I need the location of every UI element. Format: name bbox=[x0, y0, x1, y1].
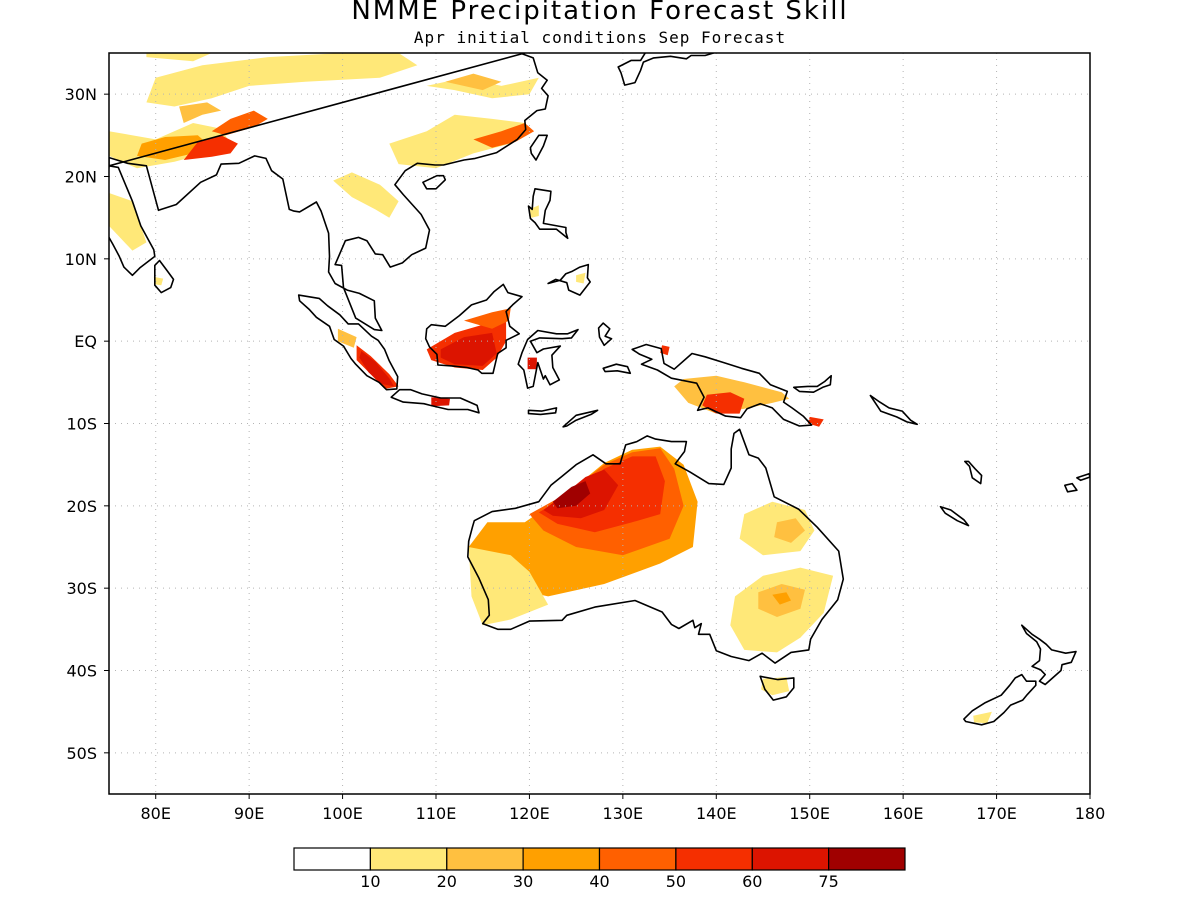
chart-subtitle: Apr initial conditions Sep Forecast bbox=[413, 28, 787, 47]
skill-region-tasmania bbox=[761, 677, 790, 696]
skill-region-mindanao bbox=[576, 272, 586, 284]
x-tick-label: 90E bbox=[234, 804, 264, 823]
y-tick-label: 30S bbox=[66, 579, 97, 598]
coastline-mindanao bbox=[547, 263, 592, 296]
skill-region-sumatra-north bbox=[337, 328, 357, 348]
coastline-halmahera bbox=[597, 322, 613, 347]
coastline-timor bbox=[562, 409, 599, 428]
coastline-borneo bbox=[424, 283, 523, 375]
coastline-taiwan bbox=[529, 134, 549, 161]
coastline-sulawesi bbox=[517, 328, 579, 389]
colorbar-swatch bbox=[446, 847, 524, 871]
colorbar-swatch bbox=[751, 847, 830, 871]
colorbar-label: 10 bbox=[360, 872, 380, 891]
coastline-vanuatu bbox=[963, 460, 983, 485]
coastline-australia bbox=[466, 428, 845, 664]
skill-region-borneo-50 bbox=[440, 332, 497, 366]
coastline-layer bbox=[109, 53, 1090, 726]
y-tick-label: 10N bbox=[65, 250, 97, 269]
y-tick-label: 10S bbox=[66, 415, 97, 434]
x-tick-label: 150E bbox=[789, 804, 830, 823]
coastline-tasmania bbox=[759, 675, 795, 701]
x-tick-label: 140E bbox=[696, 804, 737, 823]
colorbar: 10 20 30 40 50 60 75 bbox=[293, 847, 906, 891]
coastline-new-britain bbox=[792, 374, 833, 394]
skill-region-borneo-30 bbox=[464, 308, 511, 329]
coastline-java bbox=[390, 388, 480, 414]
y-tick-label: 30N bbox=[65, 85, 97, 104]
x-tick-label: 100E bbox=[322, 804, 363, 823]
skill-region-yangtze-30 bbox=[445, 73, 502, 91]
colorbar-label: 30 bbox=[513, 872, 533, 891]
skill-fill-layer bbox=[109, 53, 992, 724]
coastline-hainan bbox=[422, 174, 447, 190]
skill-region-indochina bbox=[333, 172, 399, 218]
coastline-new-guinea bbox=[631, 343, 813, 427]
skill-region-central-asia bbox=[146, 53, 212, 62]
coastline-solomons bbox=[869, 394, 919, 426]
coastline-flores bbox=[527, 407, 558, 416]
x-tick-label: 110E bbox=[416, 804, 457, 823]
skill-region-nw-australia-60 bbox=[552, 481, 591, 509]
y-tick-label: 40S bbox=[66, 662, 97, 681]
x-tick-label: 170E bbox=[976, 804, 1017, 823]
coastline-asia-mainland bbox=[109, 53, 549, 332]
skill-region-india-west bbox=[109, 193, 147, 251]
skill-region-ganges bbox=[183, 135, 238, 160]
colorbar-swatch bbox=[369, 847, 448, 871]
colorbar-label: 75 bbox=[818, 872, 838, 891]
colorbar-swatch bbox=[675, 847, 753, 871]
coastline-fiji bbox=[1064, 482, 1078, 493]
coastline-new-caledonia bbox=[939, 505, 970, 527]
coastline-fiji-east bbox=[1076, 472, 1090, 482]
skill-region-south-island-nz bbox=[973, 711, 992, 724]
axis-layer: 80E 90E 100E 110E 120E 130E 140E 150E 160E 170E 18… bbox=[65, 85, 1106, 823]
y-tick-label: EQ bbox=[74, 332, 97, 351]
colorbar-swatch bbox=[598, 847, 677, 871]
chart-title: NMME Precipitation Forecast Skill bbox=[351, 0, 849, 26]
colorbar-swatch bbox=[522, 847, 601, 871]
x-tick-label: 180 bbox=[1075, 804, 1106, 823]
coastline-new-zealand-north bbox=[1020, 624, 1077, 686]
x-tick-label: 160E bbox=[883, 804, 924, 823]
grid-layer bbox=[109, 53, 1090, 794]
skill-region-china-coast bbox=[389, 114, 525, 169]
skill-region-tibet bbox=[146, 53, 418, 107]
coastline-luzon bbox=[527, 188, 569, 240]
colorbar-label: 50 bbox=[666, 872, 686, 891]
x-tick-label: 80E bbox=[140, 804, 170, 823]
skill-region-se-australia-40 bbox=[772, 592, 791, 605]
colorbar-label: 20 bbox=[437, 872, 457, 891]
coastline-new-zealand-south bbox=[963, 673, 1037, 726]
coastline-seram bbox=[602, 363, 632, 375]
skill-region-java bbox=[431, 397, 450, 407]
skill-region-sumatra-40 bbox=[359, 351, 394, 387]
x-tick-label: 130E bbox=[603, 804, 644, 823]
coastline-sri-lanka bbox=[154, 259, 175, 294]
colorbar-label: 40 bbox=[589, 872, 609, 891]
y-tick-label: 50S bbox=[66, 744, 97, 763]
skill-region-queensland-30 bbox=[774, 518, 805, 543]
colorbar-label: 60 bbox=[742, 872, 762, 891]
x-tick-label: 120E bbox=[509, 804, 550, 823]
skill-region-sri-lanka bbox=[153, 276, 164, 286]
colorbar-swatch bbox=[293, 847, 372, 871]
skill-region-sulawesi bbox=[527, 357, 537, 370]
y-tick-label: 20N bbox=[65, 168, 97, 187]
skill-region-bangladesh bbox=[211, 110, 268, 136]
skill-region-india-north bbox=[179, 102, 222, 123]
skill-region-new-guinea-40 bbox=[702, 392, 745, 414]
colorbar-swatch bbox=[827, 847, 906, 871]
map-frame bbox=[108, 52, 1091, 795]
y-tick-label: 20S bbox=[66, 497, 97, 516]
coastline-japan bbox=[617, 53, 715, 86]
coastline-sumatra bbox=[297, 294, 399, 391]
skill-region-china-coast-30 bbox=[473, 123, 535, 148]
